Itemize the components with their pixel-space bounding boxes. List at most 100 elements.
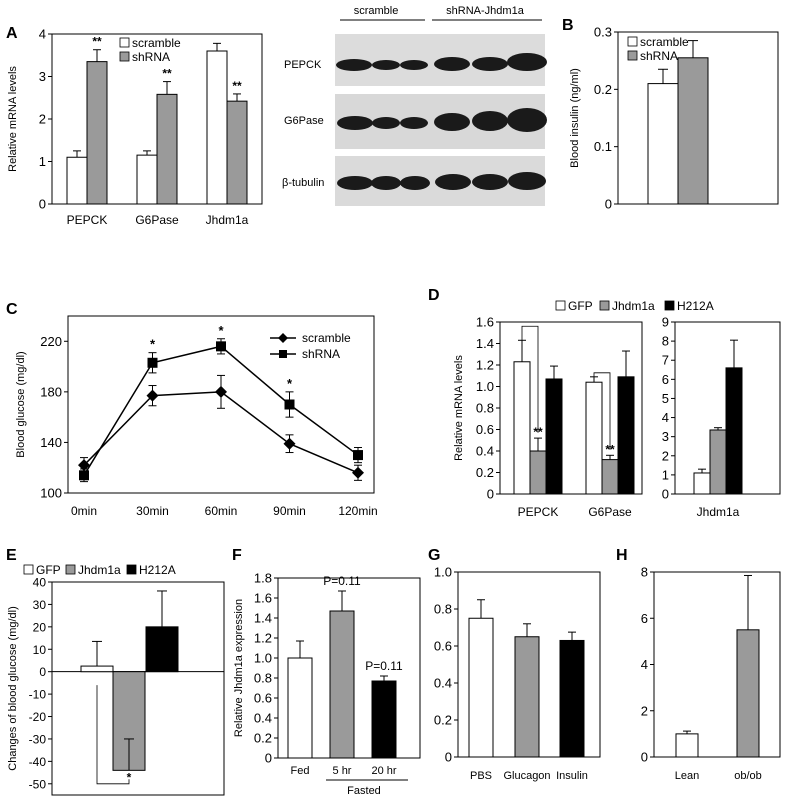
p-value-label: P=0.11 [365,659,403,673]
y-tick-label: 0.2 [434,713,452,728]
y-tick-label: -10 [29,688,47,702]
y-tick-label: 2 [39,112,46,127]
y-axis-title: Blood glucose (mg/dl) [15,351,27,457]
y-tick-label: 1.0 [476,379,494,394]
legend-marker-shrna [279,350,287,358]
significance-mark: * [127,771,132,785]
y-tick-label: 0 [39,197,46,212]
x-tick-label: G6Pase [135,213,179,227]
x-tick-label: PEPCK [67,213,108,227]
x-tick-label: 0min [71,504,97,518]
x-tick-label: 60min [205,504,238,518]
significance-mark: * [218,323,224,338]
y-tick-label: -20 [29,710,47,724]
point-shrna [147,357,158,368]
y-tick-label: 10 [33,643,47,657]
y-tick-label: 1.6 [476,315,494,330]
y-tick-label: 1.4 [254,611,272,626]
y-tick-label: 20 [33,620,47,634]
y-axis-title: Relative mRNA levels [7,66,19,172]
bar-jhdm1a-g6pase [601,459,619,495]
bar-shrna [677,57,709,205]
bar-scramble-pepck [66,156,88,205]
y-tick-label: -30 [29,732,47,746]
chart-e: -50 -40 -30 -20 -10 0 10 20 30 40 Changes of blood… [7,563,225,796]
bar-scramble [647,83,679,205]
bar-h212a-pepck [545,378,563,495]
plot-frame [653,571,781,758]
y-tick-label: 1.0 [434,565,452,580]
y-tick-label: 6 [641,611,648,626]
y-tick-label: 1.4 [476,336,494,351]
y-tick-label: 4 [641,657,648,672]
x-tick-label: PEPCK [518,505,559,519]
panel-label-c: C [6,301,18,318]
x-tick-label: 120min [338,504,377,518]
chart-c: 100 140 180 220 Blood glucose (mg/dl) 0min 30m… [15,315,378,518]
legend-swatch-h212a [664,300,675,311]
chart-d2: 0 1 2 3 4 5 6 7 8 9 Jhdm1a [662,315,781,519]
x-tick-label: Glucagon [503,770,550,782]
bar-ob-ob [736,629,760,758]
y-tick-label: 0.4 [434,676,452,691]
legend-label-h212a: H212A [677,299,714,313]
y-tick-label: 30 [33,598,47,612]
y-tick-label: 0 [662,487,669,502]
x-tick-label: 20 hr [371,765,396,777]
bar-shrna-pepck [86,61,108,205]
x-tick-label: 90min [273,504,306,518]
y-tick-label: 1.8 [254,571,272,586]
legend-label-jhdm1a: Jhdm1a [78,563,121,577]
x-tick-label: PBS [470,770,492,782]
chart-b: 0 0.1 0.2 0.3 Blood insulin (ng/ml) scrambles… [569,25,779,212]
x-tick-label: Fed [291,765,310,777]
y-tick-label: 0 [445,750,452,765]
y-tick-label: 1.2 [254,631,272,646]
significance-mark: ** [232,79,242,93]
bar-scramble-jhdm1a [206,50,228,205]
legend-swatch-jhdm1a [599,300,610,311]
y-tick-label: -50 [29,777,47,791]
comparison-bracket [96,685,130,785]
y-tick-label: 1.0 [254,651,272,666]
y-tick-label: 0.6 [434,639,452,654]
significance-mark: ** [533,425,543,439]
chart-f: 0 0.2 0.4 0.6 0.8 1.0 1.2 1.4 1.6 1.8 Relative Jhd… [233,571,421,797]
bar-shrna-g6pase [156,93,178,205]
blot-group-shrna: shRNA-Jhdm1a [446,5,525,17]
bar-5-hr [329,610,355,759]
legend-swatch-h212a [126,564,137,575]
comparison-bracket [593,372,611,450]
bar-jhdm1a-pepck [529,450,547,495]
legend-swatch-gfp [555,300,566,311]
panel-label-h: H [616,547,628,564]
y-tick-label: -40 [29,755,47,769]
y-tick-label: 140 [40,435,62,450]
blot-label-tubulin: β-tubulin [282,177,324,189]
y-tick-label: 0.2 [476,465,494,480]
x-tick-label: 30min [136,504,169,518]
y-tick-label: 0.8 [476,401,494,416]
y-tick-label: 100 [40,486,62,501]
bar-insulin [559,639,585,758]
legend-d: GFP Jhdm1a H212A [555,299,714,313]
y-axis-title: Relative Jhdm1a expression [233,599,245,737]
legend-label-scramble: scramble [132,36,181,50]
y-tick-label: 0 [605,197,612,212]
significance-mark: ** [92,35,102,49]
y-tick-label: 2 [641,703,648,718]
y-tick-label: 0.2 [254,731,272,746]
y-tick-label: 3 [662,429,669,444]
bar-gfp-jhdm1a [693,472,711,495]
y-tick-label: 0.3 [594,25,612,40]
bar-jhdm1a-jhdm1a [709,429,727,495]
y-tick-label: 0 [39,665,46,679]
y-tick-label: 0 [265,751,272,766]
x-tick-label: ob/ob [734,770,762,782]
y-tick-label: 0.6 [254,691,272,706]
y-tick-label: 180 [40,384,62,399]
comparison-bracket [521,325,539,433]
y-tick-label: 0.2 [594,82,612,97]
bar-h212a [145,626,179,673]
panel-labels: A B C D E F G H [6,17,628,564]
